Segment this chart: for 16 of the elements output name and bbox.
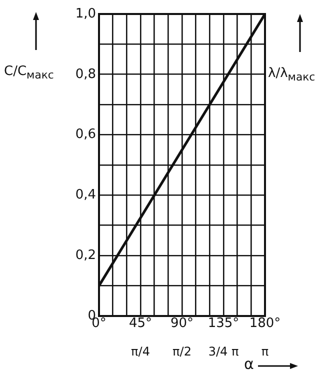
x-tick-label: 45° bbox=[128, 316, 152, 332]
y-tick-label: 0,6 bbox=[75, 127, 96, 142]
x-tick-label: 180° bbox=[249, 316, 281, 332]
y-tick-label: 0,2 bbox=[75, 248, 96, 263]
x-axis-title: α bbox=[244, 355, 254, 373]
x-tick-label: 135° bbox=[208, 316, 240, 332]
x2-tick-label: 3/4 π bbox=[208, 344, 239, 358]
y-axis-title: C/C$_{макс}$ bbox=[4, 64, 54, 82]
x-tick-label: 90° bbox=[170, 316, 194, 332]
x2-tick-label: π bbox=[261, 344, 269, 358]
y2-axis-title: λ/λ$_{макс}$ bbox=[268, 66, 316, 84]
y-tick-label: 1,0 bbox=[75, 6, 96, 22]
x2-tick-label: π/2 bbox=[172, 344, 192, 358]
x2-tick-label: π/4 bbox=[131, 344, 150, 358]
y-tick-label: 0,8 bbox=[75, 66, 96, 82]
y-tick-label: 0,4 bbox=[75, 188, 96, 203]
